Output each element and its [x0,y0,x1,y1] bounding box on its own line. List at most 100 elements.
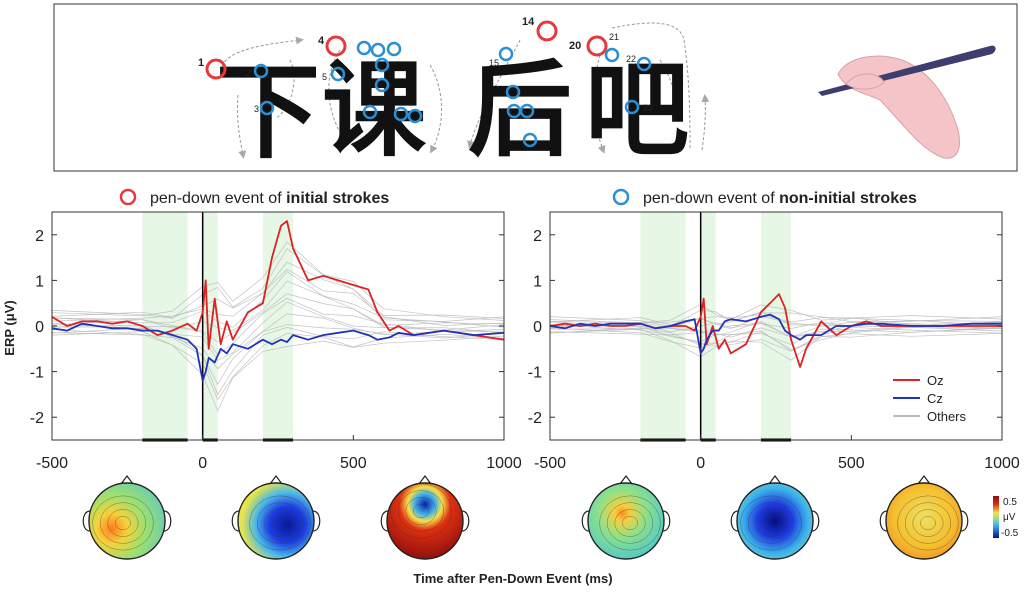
topographic-maps [82,475,969,560]
others-trace [51,280,505,331]
topomap-head [736,482,814,560]
topomap-ear [811,510,820,532]
stroke-number: 22 [626,54,636,64]
topomap-contour [606,502,654,544]
x-tick-label: 1000 [486,455,522,472]
topomap-contour [904,502,952,544]
stroke-number: 5 [322,72,327,82]
colorbar-gradient [993,496,999,538]
topomap-contour [622,515,638,531]
y-tick-label: -2 [30,410,44,427]
topomap-contour [272,515,288,531]
series-cz-line [549,313,1002,355]
stroke-number: 2 [246,68,251,78]
topomap [581,475,671,560]
others-trace [51,241,505,321]
topomap-contour [897,495,959,551]
topomap-nose [768,475,782,485]
topomap-contour [92,495,154,551]
stroke-number: 20 [569,40,581,52]
topomap [730,475,820,560]
topomap-nose [269,475,283,485]
others-trace [51,297,505,356]
topomap-nose [917,475,931,485]
initial-legend-label: pen-down event of initial strokes [150,190,389,207]
erp-plot-initial: 2 1 0 -1 -2 -500 0 500 1000 [30,211,522,472]
topomap-ear [380,510,389,532]
legend-others-label: Others [927,409,967,424]
x-tick-label: 500 [838,455,865,472]
others-trace [549,327,1003,352]
highlight-window [202,212,218,440]
series-legend: Oz Cz Others [893,373,967,424]
initial-stroke-markers [205,20,608,80]
stroke-number: 1 [198,57,204,69]
topomap-contour [405,497,437,525]
topomap-contour [740,495,802,551]
noninitial-circle-icon [612,188,630,206]
topomap-ear [960,510,969,532]
y-tick-label: 2 [35,228,44,245]
y-tick-label: -1 [528,365,542,382]
x-tick-label: 1000 [984,455,1020,472]
topomap-contour [107,509,139,537]
y-tick-label: 1 [533,273,542,290]
noninitial-stroke-markers [253,40,652,148]
erp-plot-noninitial: 2 1 0 -1 -2 -500 0 500 1000 [528,211,1020,472]
others-trace [51,313,505,370]
topomap-nose [619,475,633,485]
topomap-ear [163,510,172,532]
noninitial-legend-label: pen-down event of non-initial strokes [643,190,917,207]
topomap-contour [614,509,646,537]
topomap-ear [879,510,888,532]
topomap-head [88,482,166,560]
x-tick-label: -500 [534,455,566,472]
x-tick-label: 0 [198,455,207,472]
topomap-ear [662,510,671,532]
topomap-contour [256,502,304,544]
legend-cz-label: Cz [927,391,943,406]
event-legend: pen-down event of initial strokes pen-do… [119,188,917,207]
topomap-contour [912,509,944,537]
topomap-contour [99,502,147,544]
initial-circle-icon [119,188,137,206]
stroke-number: 4 [318,35,325,47]
y-tick-label: 2 [533,228,542,245]
y-tick-label: 0 [35,319,44,336]
topomap [231,475,321,560]
topomap [380,475,470,560]
legend-oz-label: Oz [927,373,944,388]
topomap-nose [120,475,134,485]
series-oz-line [51,220,505,350]
hand-pen-illustration [818,45,996,159]
others-trace [549,320,1003,333]
others-trace [51,293,505,343]
y-axis-label: ERP (μV) [2,300,17,355]
topomap-head [237,482,315,560]
highlight-window [262,212,294,440]
x-axis-label: Time after Pen-Down Event (ms) [413,571,612,586]
others-trace [51,327,505,396]
y-tick-label: -2 [528,410,542,427]
y-tick-label: 1 [35,273,44,290]
series-cz-line [51,322,505,382]
others-trace [549,325,1003,345]
stroke-numbers: 1 2 3 4 5 14 15 20 21 22 23 [198,16,653,114]
topomap-head [587,482,665,560]
topomap [879,475,969,560]
topomap-ear [312,510,321,532]
pen-trajectory [221,22,710,159]
others-trace [51,248,505,319]
stroke-number: 15 [489,58,499,68]
stroke-number: 21 [609,32,619,42]
topomap-contour [390,483,452,539]
others-trace [549,309,1003,327]
topomap-ear [730,510,739,532]
topomap-nose [418,475,432,485]
topomap-contour [115,515,131,531]
stroke-number: 3 [254,104,259,114]
stroke-number: 23 [643,103,653,113]
colorbar-unit: μV [1003,512,1016,523]
topomap-contour [763,515,779,531]
